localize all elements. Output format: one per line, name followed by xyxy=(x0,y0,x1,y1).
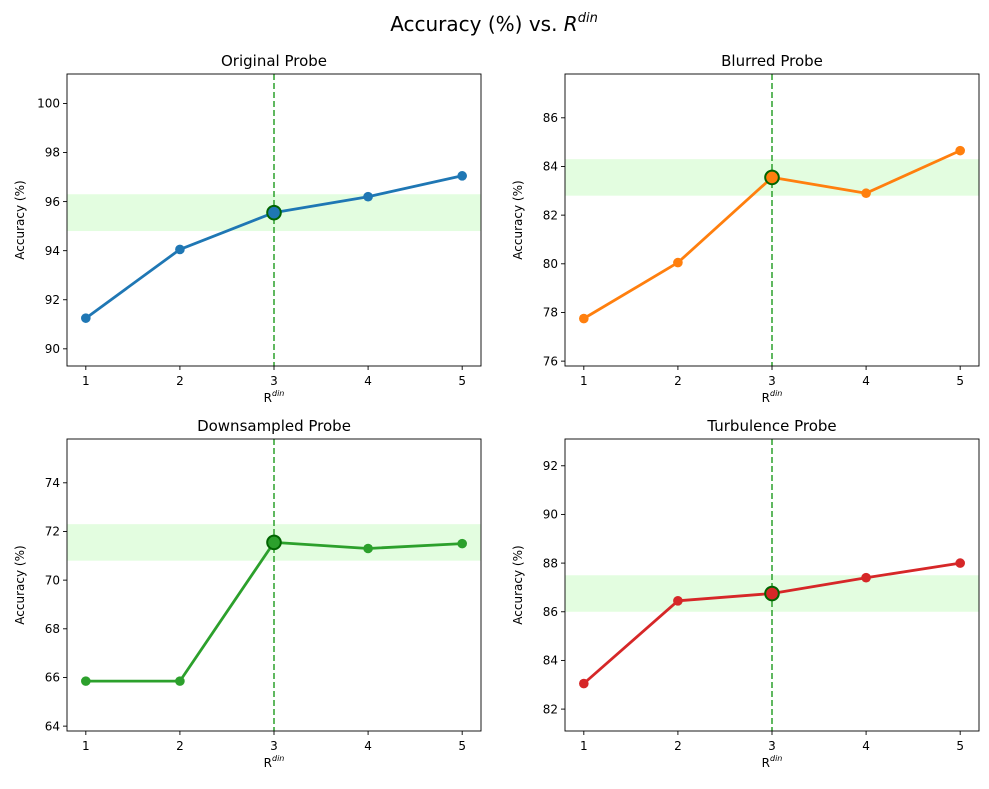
data-point xyxy=(861,572,871,583)
x-tick-label: 3 xyxy=(768,374,776,388)
data-point xyxy=(861,188,871,199)
y-tick-label: 86 xyxy=(543,111,558,125)
x-axis-label-base: R xyxy=(762,391,770,405)
highlighted-point xyxy=(764,585,780,602)
y-tick-label: 78 xyxy=(543,306,558,320)
data-point xyxy=(579,678,589,689)
data-point xyxy=(673,596,683,606)
y-tick-label: 86 xyxy=(543,605,558,619)
data-point xyxy=(363,191,373,202)
data-point xyxy=(175,676,185,686)
x-tick-label: 4 xyxy=(364,374,372,388)
x-axis-label: Rdin xyxy=(762,389,783,405)
y-tick-label: 82 xyxy=(543,702,558,716)
figure-title-superscript: din xyxy=(578,11,598,26)
y-tick-label: 66 xyxy=(45,671,60,685)
x-tick-label: 3 xyxy=(768,739,776,753)
data-point xyxy=(363,543,373,554)
data-point xyxy=(579,313,589,324)
y-tick-label: 82 xyxy=(543,208,558,222)
figure-title-text: Accuracy (%) vs. xyxy=(390,12,564,36)
y-tick-label: 84 xyxy=(543,160,558,174)
x-tick-label: 3 xyxy=(270,374,278,388)
x-axis-label: Rdin xyxy=(762,754,783,770)
x-tick-label: 2 xyxy=(176,374,184,388)
x-tick-label: 2 xyxy=(176,739,184,753)
x-axis-label-base: R xyxy=(264,756,272,770)
x-axis-label-superscript: din xyxy=(272,754,284,763)
x-axis-label-superscript: din xyxy=(770,754,782,763)
x-axis-label-base: R xyxy=(762,756,770,770)
y-tick-label: 80 xyxy=(543,257,558,271)
y-tick-label: 90 xyxy=(543,508,558,522)
x-tick-label: 1 xyxy=(580,739,588,753)
y-tick-label: 96 xyxy=(45,195,60,209)
chart-title: Turbulence Probe xyxy=(706,417,836,435)
x-tick-label: 1 xyxy=(82,739,90,753)
x-tick-label: 5 xyxy=(458,739,466,753)
chart-panel-4: 1 2 3 4 5 82 84 86 88 90 92 Turbulence Probe Rdin Acc… xyxy=(511,417,980,770)
highlighted-point xyxy=(764,169,780,186)
highlighted-point xyxy=(266,204,282,221)
y-tick-label: 72 xyxy=(45,525,60,539)
x-tick-label: 4 xyxy=(862,739,870,753)
y-tick-label: 92 xyxy=(45,293,60,307)
chart-title: Blurred Probe xyxy=(721,52,823,70)
x-axis-label-superscript: din xyxy=(770,389,782,398)
x-axis-label: Rdin xyxy=(264,754,285,770)
x-tick-label: 2 xyxy=(674,374,682,388)
y-axis-label: Accuracy (%) xyxy=(511,180,525,259)
chart-panels: 1 2 3 4 5 90 92 94 96 98 100 Original Probe Rdin Accu… xyxy=(13,52,980,770)
figure-title: Accuracy (%) vs. Rdin xyxy=(390,11,598,36)
x-tick-label: 2 xyxy=(674,739,682,753)
x-tick-label: 5 xyxy=(458,374,466,388)
y-tick-label: 100 xyxy=(37,97,60,111)
figure-title-symbol: R xyxy=(564,12,578,36)
chart-panel-2: 1 2 3 4 5 76 78 80 82 84 86 Blurred Probe Rdin Accura… xyxy=(511,52,980,405)
y-tick-label: 90 xyxy=(45,342,60,356)
chart-panel-1: 1 2 3 4 5 90 92 94 96 98 100 Original Probe Rdin Accu… xyxy=(13,52,482,405)
y-tick-label: 94 xyxy=(45,244,60,258)
highlighted-point xyxy=(266,534,282,551)
x-tick-label: 5 xyxy=(956,374,964,388)
y-tick-label: 92 xyxy=(543,459,558,473)
x-axis-label-base: R xyxy=(264,391,272,405)
x-tick-label: 1 xyxy=(82,374,90,388)
data-point xyxy=(81,676,91,686)
x-tick-label: 4 xyxy=(862,374,870,388)
x-axis-label: Rdin xyxy=(264,389,285,405)
data-point xyxy=(175,244,185,255)
y-tick-label: 74 xyxy=(45,476,60,490)
data-point xyxy=(955,145,965,156)
chart-title: Downsampled Probe xyxy=(197,417,351,435)
y-axis-label: Accuracy (%) xyxy=(13,180,27,259)
chart-panel-3: 1 2 3 4 5 64 66 68 70 72 74 Downsampled Probe Rdin Ac… xyxy=(13,417,482,770)
data-point xyxy=(81,313,91,323)
x-tick-label: 3 xyxy=(270,739,278,753)
chart-title: Original Probe xyxy=(221,52,327,70)
data-point xyxy=(457,171,467,181)
data-point xyxy=(457,538,467,549)
y-tick-label: 88 xyxy=(543,556,558,570)
y-axis-label: Accuracy (%) xyxy=(13,545,27,624)
y-tick-label: 70 xyxy=(45,573,60,587)
x-tick-label: 1 xyxy=(580,374,588,388)
data-point xyxy=(673,257,683,268)
x-tick-label: 5 xyxy=(956,739,964,753)
x-tick-label: 4 xyxy=(364,739,372,753)
y-tick-label: 64 xyxy=(45,719,60,733)
y-tick-label: 68 xyxy=(45,622,60,636)
x-axis-label-superscript: din xyxy=(272,389,284,398)
y-axis-label: Accuracy (%) xyxy=(511,545,525,624)
y-tick-label: 76 xyxy=(543,354,558,368)
data-point xyxy=(955,558,965,568)
y-tick-label: 98 xyxy=(45,146,60,160)
y-tick-label: 84 xyxy=(543,654,558,668)
